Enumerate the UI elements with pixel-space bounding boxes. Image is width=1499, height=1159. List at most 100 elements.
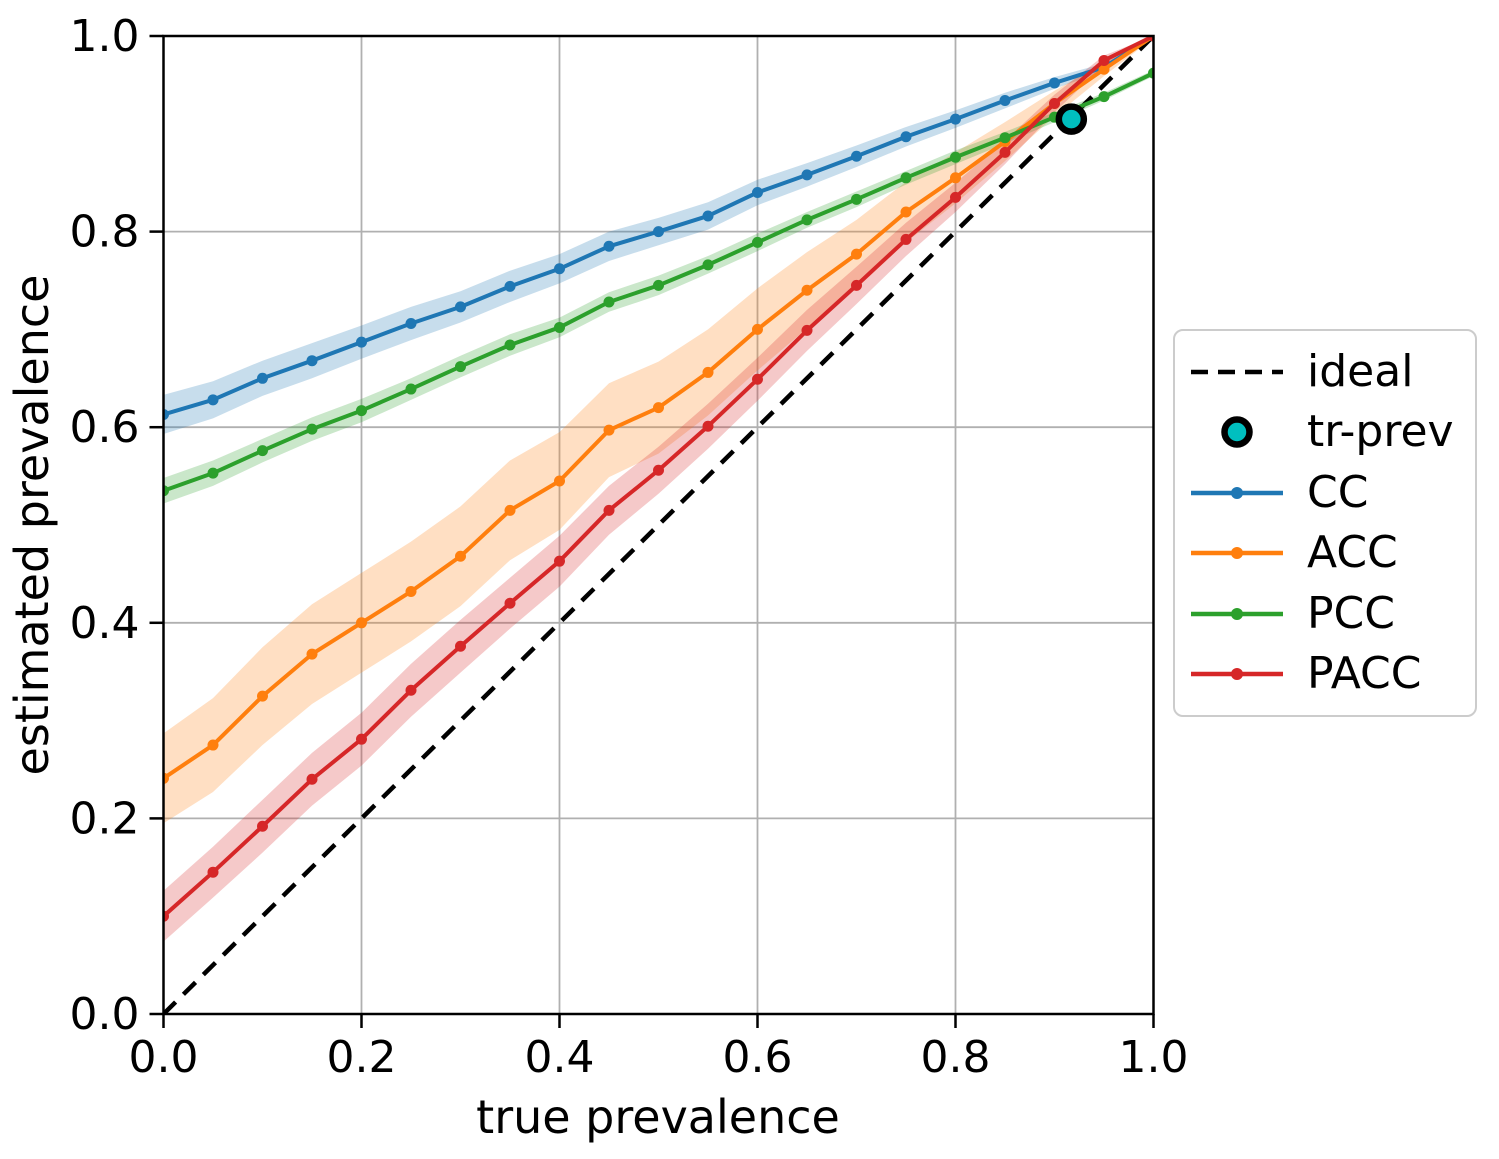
- series-point-PCC: [504, 339, 516, 351]
- series-point-CC: [851, 150, 862, 162]
- series-point-PACC: [1148, 36, 1154, 42]
- x-tick-label: 0.0: [129, 1032, 199, 1083]
- series-point-CC: [752, 186, 763, 198]
- series-point-PACC: [1049, 97, 1060, 109]
- series-point-PCC: [306, 423, 318, 435]
- series-point-ACC: [257, 690, 268, 702]
- series-point-PCC: [801, 214, 813, 226]
- legend-entry-PCC: PCC: [1189, 586, 1461, 642]
- x-axis-label: true prevalence: [476, 1090, 840, 1144]
- series-point-CC: [356, 336, 367, 348]
- tr-prev-layer: [1055, 103, 1088, 135]
- series-point-PCC: [163, 485, 169, 497]
- series-point-PACC: [356, 733, 367, 745]
- legend-box: ideal tr-prev CC ACC PCC PACC: [1173, 329, 1477, 717]
- series-point-CC: [405, 318, 417, 330]
- series-point-PCC: [950, 151, 961, 163]
- legend-circle: [1221, 416, 1253, 448]
- series-point-ACC: [405, 586, 417, 598]
- series-point-CC: [207, 394, 219, 406]
- series-point-PACC: [1098, 54, 1110, 66]
- x-tick-label: 0.4: [525, 1032, 595, 1083]
- series-point-PCC: [653, 279, 664, 291]
- line-marker-icon: [1189, 594, 1285, 634]
- series-point-PCC: [455, 361, 466, 373]
- legend-dot: [1231, 668, 1243, 681]
- series-point-CC: [554, 263, 565, 275]
- legend-entry-PACC: PACC: [1189, 646, 1461, 702]
- series-point-CC: [999, 95, 1011, 107]
- tick-layer: 0.0 0.2 0.4 0.6 0.8 1.0 0.0 0.2 0.4 0.6 0.8 1.0: [70, 11, 1189, 1083]
- series-point-PACC: [554, 555, 565, 567]
- series-point-PACC: [257, 820, 268, 832]
- series-point-CC: [653, 226, 664, 238]
- series-point-PACC: [306, 773, 318, 785]
- series-point-PACC: [801, 324, 813, 336]
- series-point-PCC: [405, 383, 417, 395]
- legend-dot: [1231, 486, 1243, 499]
- series-point-PACC: [504, 597, 516, 609]
- legend-dot: [1231, 547, 1243, 560]
- series-point-ACC: [356, 617, 367, 629]
- series-point-PCC: [999, 132, 1011, 144]
- series-point-CC: [504, 280, 516, 292]
- series-point-ACC: [900, 206, 912, 218]
- series-point-PCC: [1098, 91, 1110, 103]
- series-point-PACC: [163, 910, 169, 922]
- series-point-ACC: [554, 475, 565, 487]
- plot-layer: [163, 36, 1154, 1014]
- legend-entry-tr-prev: tr-prev: [1189, 404, 1461, 460]
- series-point-ACC: [653, 402, 664, 414]
- series-point-ACC: [306, 648, 318, 660]
- x-tick-label: 0.2: [327, 1032, 397, 1083]
- series-point-PCC: [752, 236, 763, 248]
- line-marker-icon: [1189, 473, 1285, 513]
- series-point-PCC: [702, 259, 714, 271]
- series-point-PCC: [257, 445, 268, 457]
- y-tick-label: 0.6: [70, 402, 140, 453]
- line-marker-icon: [1189, 654, 1285, 694]
- series-point-PCC: [851, 193, 862, 205]
- legend-dot: [1231, 607, 1243, 620]
- series-point-CC: [801, 169, 813, 181]
- series-point-PACC: [752, 373, 763, 385]
- series-point-PACC: [653, 464, 664, 476]
- y-axis-label: estimated prevalence: [5, 275, 59, 776]
- legend-entry-CC: CC: [1189, 465, 1461, 521]
- series-band-ACC: [163, 36, 1154, 824]
- series-point-CC: [950, 113, 961, 125]
- legend-label: ideal: [1307, 345, 1414, 397]
- series-point-PACC: [455, 640, 466, 652]
- ideal-line: [163, 36, 1154, 1014]
- line-marker-icon: [1189, 533, 1285, 573]
- y-tick-label: 1.0: [70, 11, 140, 62]
- series-point-PACC: [999, 146, 1011, 158]
- y-tick-label: 0.2: [70, 793, 140, 844]
- x-tick-label: 1.0: [1119, 1032, 1189, 1083]
- series-point-CC: [163, 408, 169, 420]
- series-point-PACC: [950, 191, 961, 203]
- series-point-PACC: [702, 420, 714, 432]
- series-point-CC: [603, 240, 615, 252]
- series-point-PACC: [405, 684, 417, 696]
- series-point-CC: [1049, 77, 1060, 89]
- series-point-PCC: [207, 467, 219, 479]
- series-point-ACC: [702, 366, 714, 378]
- series-point-CC: [257, 372, 268, 384]
- series-point-ACC: [1098, 63, 1110, 75]
- series-point-CC: [306, 355, 318, 367]
- series-point-ACC: [950, 172, 961, 184]
- series-point-ACC: [752, 323, 763, 335]
- series-point-ACC: [801, 284, 813, 296]
- series-point-PCC: [554, 321, 565, 333]
- series-point-PCC: [900, 172, 912, 184]
- series-point-PACC: [603, 504, 615, 516]
- legend-label: PCC: [1307, 587, 1395, 639]
- series-point-ACC: [603, 424, 615, 436]
- legend-entry-ideal: ideal: [1189, 344, 1461, 400]
- legend-label: PACC: [1307, 648, 1422, 700]
- y-tick-label: 0.0: [70, 989, 140, 1040]
- dashed-line-icon: [1189, 352, 1285, 392]
- series-point-ACC: [504, 504, 516, 516]
